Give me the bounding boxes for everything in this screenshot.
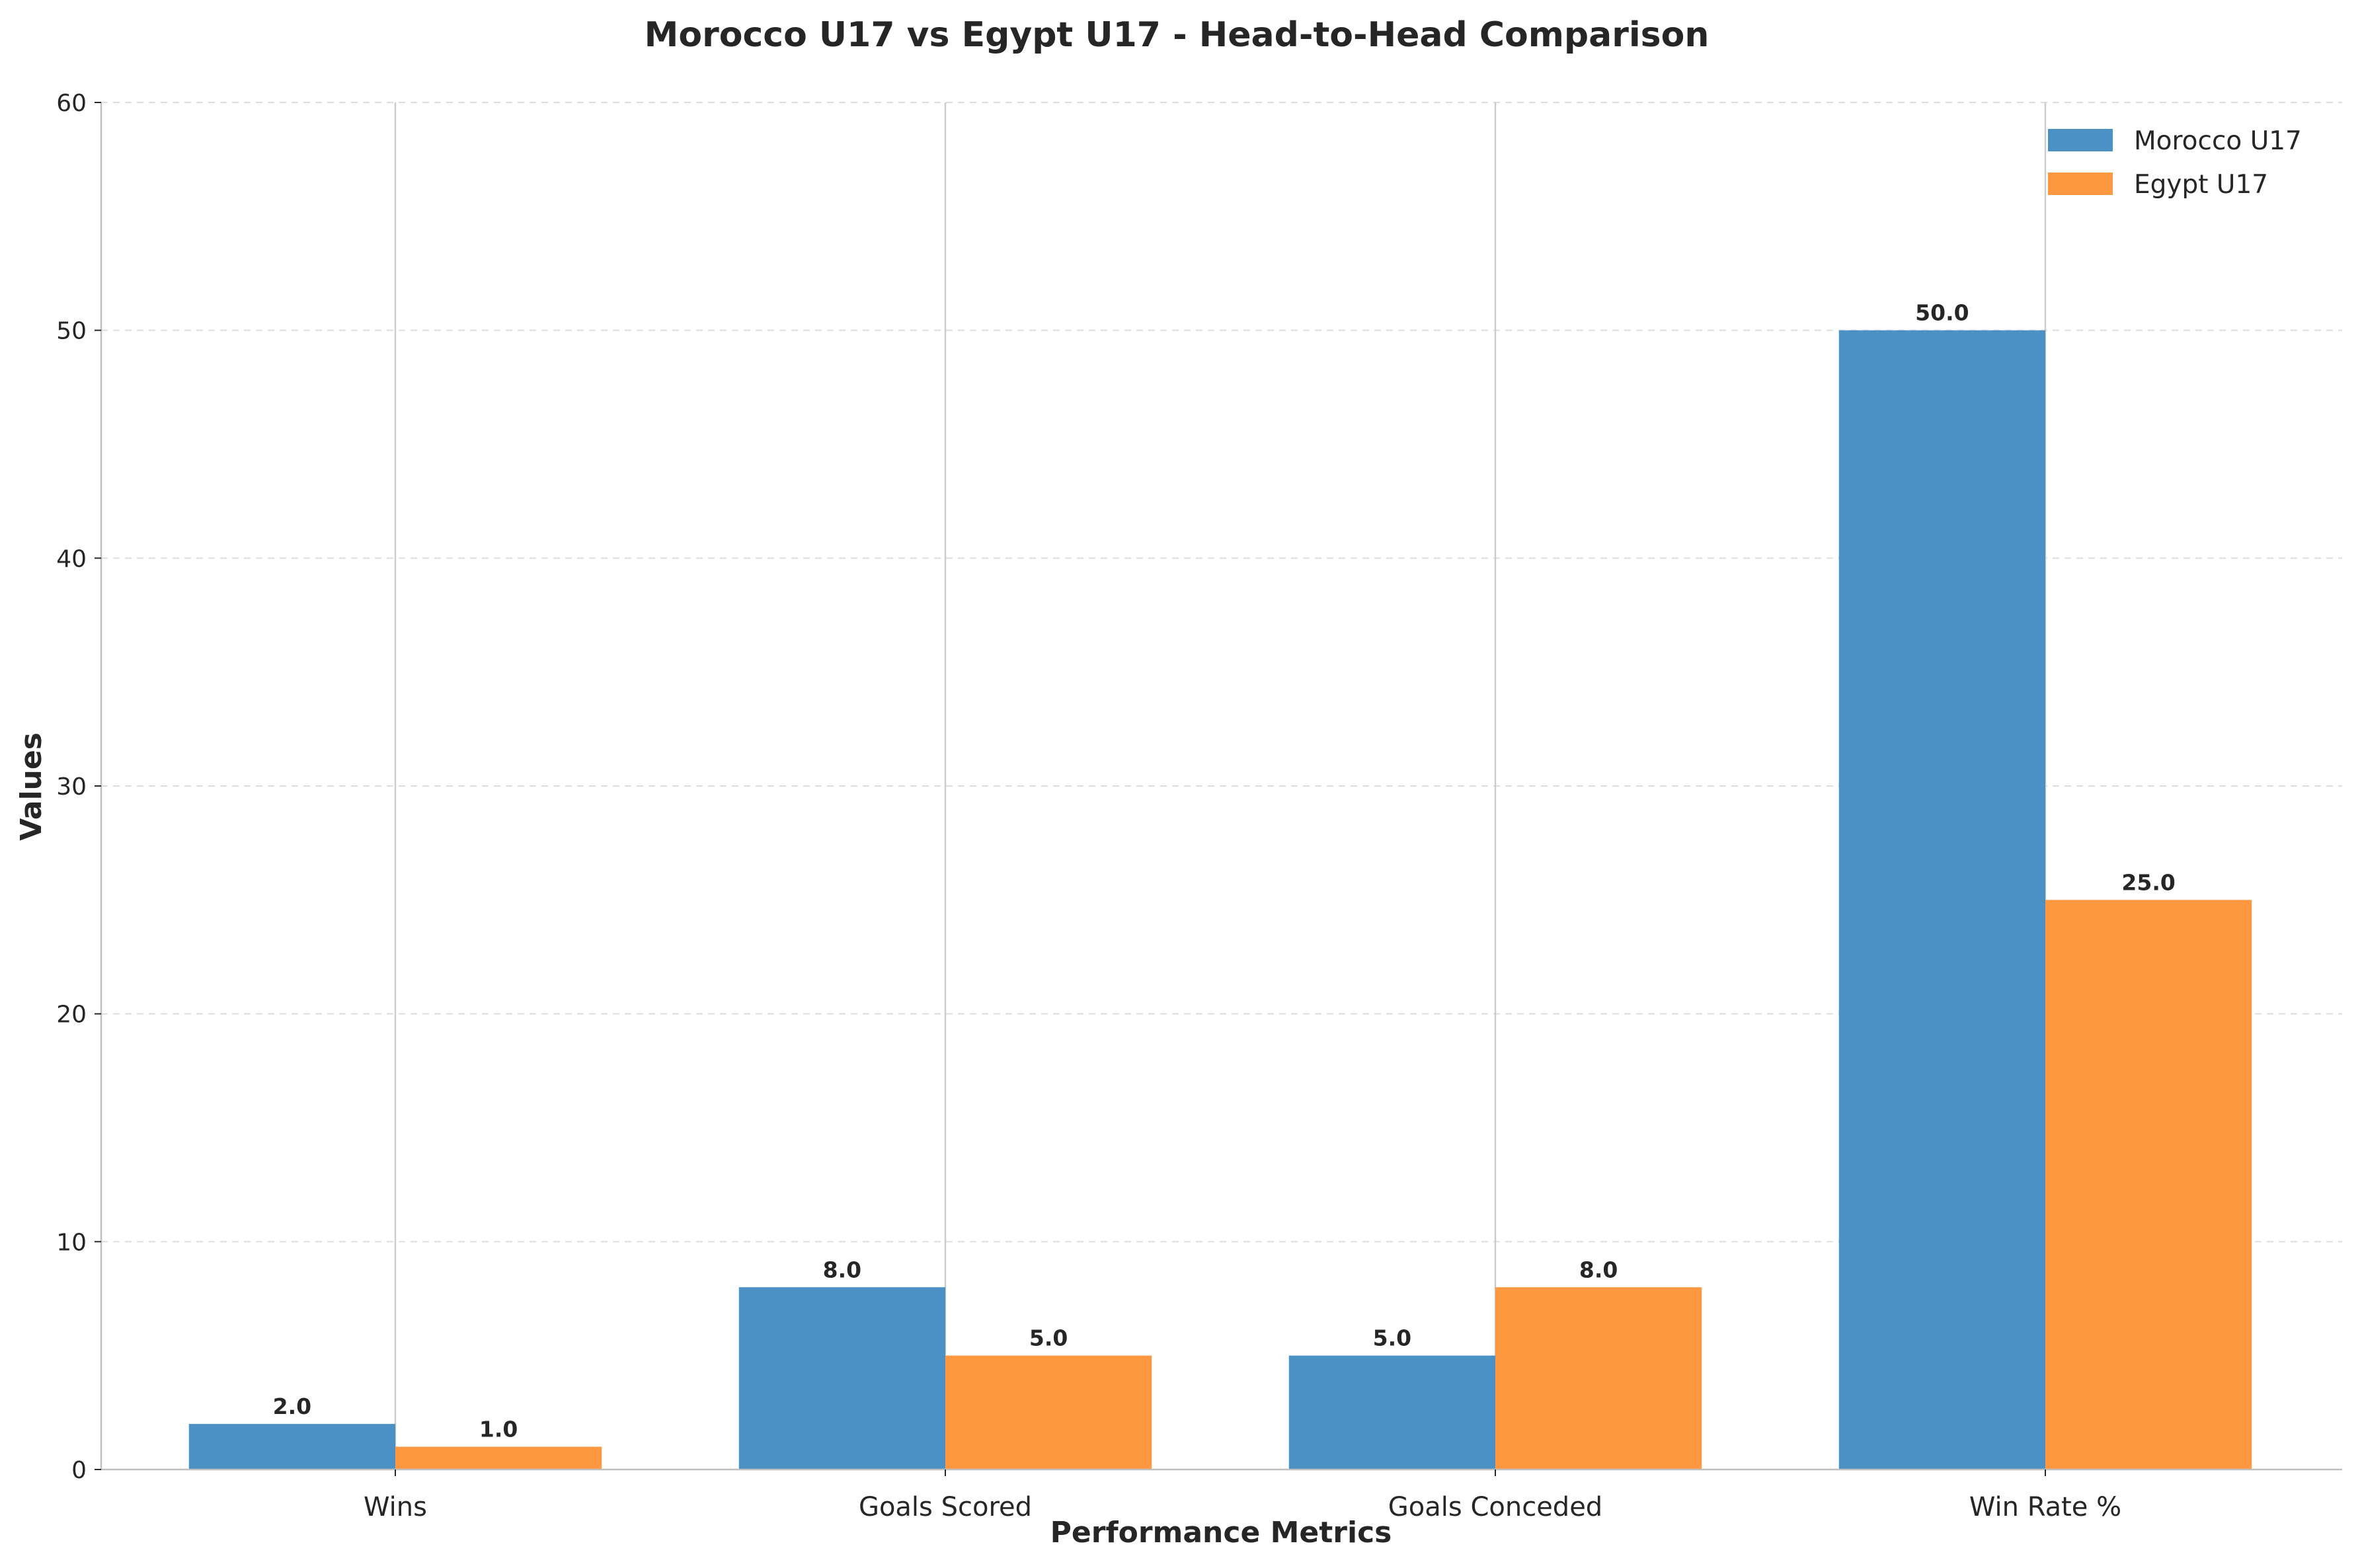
x-axis-label: Performance Metrics: [1050, 1516, 1392, 1549]
bar-morocco-2: [1288, 1355, 1495, 1470]
legend-swatch-morocco: [2048, 129, 2113, 151]
bar-morocco-3: [1838, 330, 2045, 1470]
bar-egypt-1: [945, 1355, 1152, 1470]
x-tick-label: Wins: [364, 1492, 427, 1522]
y-axis-label: Values: [15, 732, 48, 841]
bar-egypt-3: [2045, 900, 2252, 1470]
legend-label-morocco: Morocco U17: [2134, 126, 2302, 156]
y-tick-label: 20: [56, 1001, 87, 1029]
bar-egypt-2: [1495, 1287, 1702, 1470]
legend: Morocco U17 Egypt U17: [2048, 126, 2302, 200]
x-axis-ticks: Wins Goals Scored Goals Conceded Win Rate %: [364, 1470, 2121, 1522]
grid-horizontal: [101, 101, 2342, 1243]
chart-title: Morocco U17 vs Egypt U17 - Head-to-Head …: [645, 15, 1710, 55]
y-tick-label: 30: [56, 773, 87, 801]
x-tick-label: Goals Scored: [859, 1492, 1032, 1522]
data-labels: 2.0 8.0 5.0 50.0 1.0 5.0 8.0 25.0: [273, 300, 2176, 1442]
data-label: 8.0: [823, 1257, 861, 1282]
data-label: 50.0: [1915, 300, 1969, 326]
data-label: 1.0: [479, 1417, 518, 1442]
data-label: 25.0: [2121, 869, 2175, 895]
y-tick-label: 0: [71, 1457, 87, 1484]
x-tick-label: Goals Conceded: [1388, 1492, 1602, 1522]
bars: [188, 330, 2252, 1470]
legend-swatch-egypt: [2048, 173, 2113, 195]
x-tick-label: Win Rate %: [1969, 1492, 2121, 1522]
bar-morocco-1: [738, 1287, 945, 1470]
legend-label-egypt: Egypt U17: [2134, 170, 2268, 200]
bar-morocco-0: [188, 1424, 395, 1470]
data-label: 5.0: [1373, 1325, 1411, 1351]
y-tick-label: 10: [56, 1229, 87, 1256]
data-label: 2.0: [273, 1393, 311, 1419]
y-axis-ticks: 0 10 20 30 40 50 60: [56, 90, 101, 1484]
y-tick-label: 60: [56, 90, 87, 117]
data-label: 5.0: [1029, 1325, 1068, 1351]
data-label: 8.0: [1579, 1257, 1618, 1282]
y-tick-label: 50: [56, 318, 87, 345]
y-tick-label: 40: [56, 545, 87, 572]
bar-egypt-0: [395, 1446, 602, 1470]
